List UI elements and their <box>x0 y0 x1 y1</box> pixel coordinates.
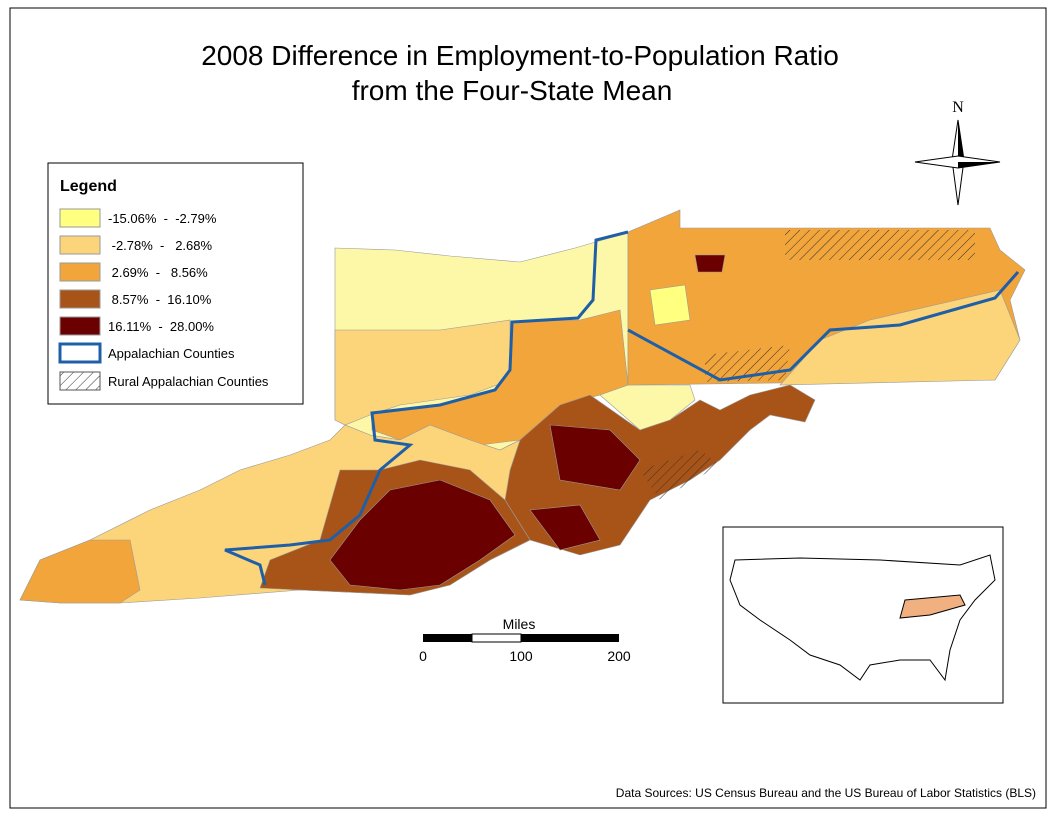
scale-tick: 100 <box>509 648 533 664</box>
legend-title: Legend <box>60 178 117 195</box>
title-line: from the Four-State Mean <box>352 75 673 106</box>
pennsylvania-county <box>649 284 691 326</box>
compass-needle <box>958 162 1000 168</box>
rural-area <box>640 450 720 500</box>
legend-label: -2.78% - 2.68% <box>108 238 212 253</box>
legend-box <box>47 162 304 405</box>
scale-segment <box>423 634 472 642</box>
data-source: Data Sources: US Census Bureau and the U… <box>616 786 1036 800</box>
legend-label: 8.57% - 16.10% <box>108 292 212 307</box>
kentucky-west <box>19 539 141 604</box>
compass-label: N <box>952 99 964 116</box>
pennsylvania-county <box>694 254 726 273</box>
legend-swatch <box>59 371 101 391</box>
ohio-south <box>334 319 511 426</box>
legend-items: -15.06% - -2.79% -2.78% - 2.68% 2.69% - … <box>59 208 217 336</box>
appalachian-boundary <box>627 271 1020 382</box>
compass: N <box>914 99 1001 206</box>
legend-swatch <box>59 289 101 309</box>
title-line: 2008 Difference in Employment-to-Populat… <box>201 40 839 71</box>
legend-label: 16.11% - 28.00% <box>108 319 214 334</box>
scale-segment <box>521 634 619 642</box>
scale-tick: 200 <box>607 648 631 664</box>
west-virginia-county <box>529 504 601 551</box>
inset-study-area <box>899 594 966 619</box>
legend-label: -15.06% - -2.79% <box>108 211 217 226</box>
legend-swatch <box>59 262 101 282</box>
west-virginia-county <box>549 424 641 491</box>
legend-label: Rural Appalachian Counties <box>108 374 269 389</box>
rural-area <box>785 230 975 260</box>
kentucky-east <box>329 479 516 591</box>
compass-needle <box>958 120 964 165</box>
scale-tick: 0 <box>419 648 427 664</box>
state-map <box>19 209 1026 604</box>
legend-swatch <box>59 208 101 228</box>
scale-title: Miles <box>503 616 536 632</box>
inset-us <box>729 554 996 682</box>
scale-segment <box>471 633 522 643</box>
pennsylvania-southeast <box>779 289 1021 386</box>
legend-label: Appalachian Counties <box>108 346 235 361</box>
appalachian-boundary <box>224 230 629 586</box>
legend-label: 2.69% - 8.56% <box>108 265 208 280</box>
legend-swatch <box>59 235 101 255</box>
legend-swatch <box>58 342 102 364</box>
legend-swatch <box>59 316 101 336</box>
